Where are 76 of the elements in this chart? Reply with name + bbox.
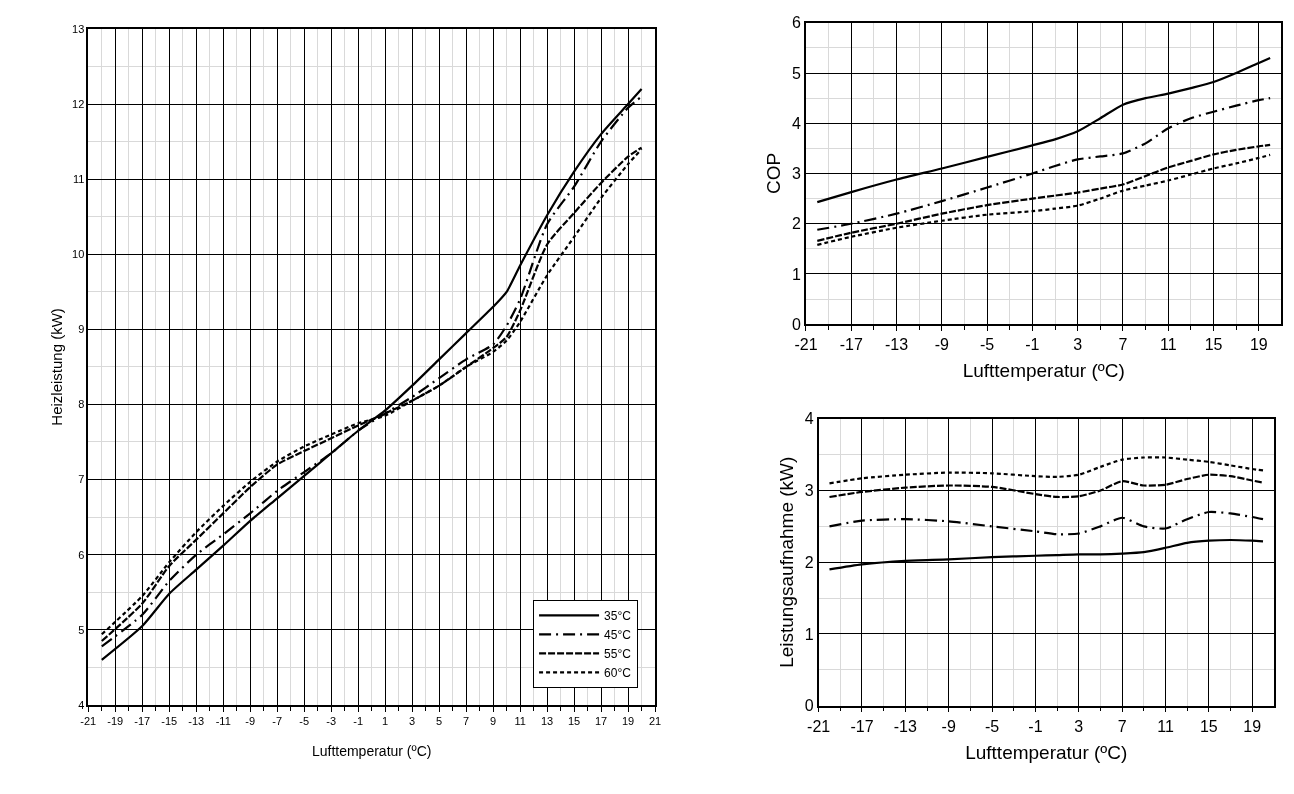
x-tick-label: -3 xyxy=(326,714,337,727)
x-tick-label: -5 xyxy=(299,714,310,727)
x-tick-label: 3 xyxy=(1074,717,1084,735)
x-tick-label: 15 xyxy=(567,714,581,727)
y-tick-label: 12 xyxy=(72,97,85,110)
x-tick-label: -19 xyxy=(107,714,124,727)
x-tick-label: 11 xyxy=(1159,336,1177,354)
y-tick-label: 6 xyxy=(78,548,85,561)
x-tick-label: 19 xyxy=(1249,336,1268,354)
y-tick-label: 4 xyxy=(78,698,85,711)
legend-label: 60°C xyxy=(604,666,632,681)
legend-label: 35°C xyxy=(604,609,632,624)
x-tick-label: -17 xyxy=(134,714,151,727)
y-tick-label: 2 xyxy=(804,553,814,571)
y-tick-label: 11 xyxy=(72,172,85,185)
x-tick-label: 13 xyxy=(540,714,554,727)
x-tick-label: -9 xyxy=(245,714,256,727)
y-tick-label: 6 xyxy=(792,14,802,32)
legend-label: 45°C xyxy=(604,628,632,643)
x-tick-label: 3 xyxy=(1073,336,1083,354)
x-axis-title: Lufttemperatur (ºC) xyxy=(962,360,1125,382)
x-tick-label: -1 xyxy=(1028,717,1043,735)
y-tick-label: 3 xyxy=(804,482,814,500)
y-tick-label: 13 xyxy=(72,22,85,35)
x-tick-label: 11 xyxy=(514,714,526,727)
x-tick-label: 17 xyxy=(594,714,608,727)
y-axis-title: COP xyxy=(763,152,785,195)
y-tick-label: 4 xyxy=(804,410,814,428)
x-tick-label: 3 xyxy=(409,714,416,727)
x-tick-label: -21 xyxy=(807,717,831,735)
x-tick-label: 15 xyxy=(1199,717,1218,735)
x-tick-label: -21 xyxy=(80,714,97,727)
x-tick-label: 9 xyxy=(490,714,497,727)
x-tick-label: 11 xyxy=(1157,717,1174,735)
x-tick-label: -13 xyxy=(893,717,918,735)
x-axis-title: Lufttemperatur (ºC) xyxy=(311,742,432,759)
x-tick-label: -9 xyxy=(941,717,956,735)
x-tick-label: -1 xyxy=(353,714,364,727)
x-tick-label: 7 xyxy=(1117,717,1127,735)
x-tick-label: 1 xyxy=(382,714,389,727)
x-tick-label: 7 xyxy=(463,714,470,727)
x-tick-label: 7 xyxy=(1118,336,1128,354)
x-tick-label: -17 xyxy=(850,717,874,735)
y-tick-label: 5 xyxy=(78,623,85,636)
x-tick-label: -1 xyxy=(1025,336,1040,354)
y-tick-label: 5 xyxy=(792,64,802,82)
y-tick-label: 7 xyxy=(78,473,85,486)
x-tick-label: 19 xyxy=(1243,717,1262,735)
x-tick-label: -13 xyxy=(884,336,909,354)
y-tick-label: 10 xyxy=(72,248,85,261)
y-tick-label: 3 xyxy=(792,165,802,183)
legend-label: 55°C xyxy=(604,647,632,662)
x-tick-label: -21 xyxy=(794,336,818,354)
y-tick-label: 2 xyxy=(792,215,802,233)
x-tick-label: -9 xyxy=(934,336,950,354)
x-tick-label: -5 xyxy=(979,336,995,354)
x-tick-label: 5 xyxy=(436,714,443,727)
x-tick-label: 19 xyxy=(621,714,635,727)
x-tick-label: -7 xyxy=(272,714,283,727)
x-tick-label: 15 xyxy=(1204,336,1223,354)
x-axis-title: Lufttemperatur (ºC) xyxy=(965,741,1128,763)
x-tick-label: -13 xyxy=(188,714,205,727)
y-tick-label: 8 xyxy=(78,398,85,411)
y-axis-title: Leistungsaufnahme (kW) xyxy=(776,456,798,668)
x-tick-label: -15 xyxy=(161,714,178,727)
x-tick-label: -11 xyxy=(215,714,231,727)
y-tick-label: 4 xyxy=(792,114,802,132)
y-tick-label: 1 xyxy=(792,265,802,283)
x-tick-label: -17 xyxy=(839,336,863,354)
y-tick-label: 0 xyxy=(792,315,802,333)
y-tick-label: 1 xyxy=(804,625,814,643)
y-tick-label: 9 xyxy=(78,323,85,336)
y-tick-label: 0 xyxy=(804,697,814,715)
x-tick-label: 21 xyxy=(648,714,662,727)
x-tick-label: -5 xyxy=(984,717,1000,735)
y-axis-title: Heizleistung (kW) xyxy=(47,308,65,426)
